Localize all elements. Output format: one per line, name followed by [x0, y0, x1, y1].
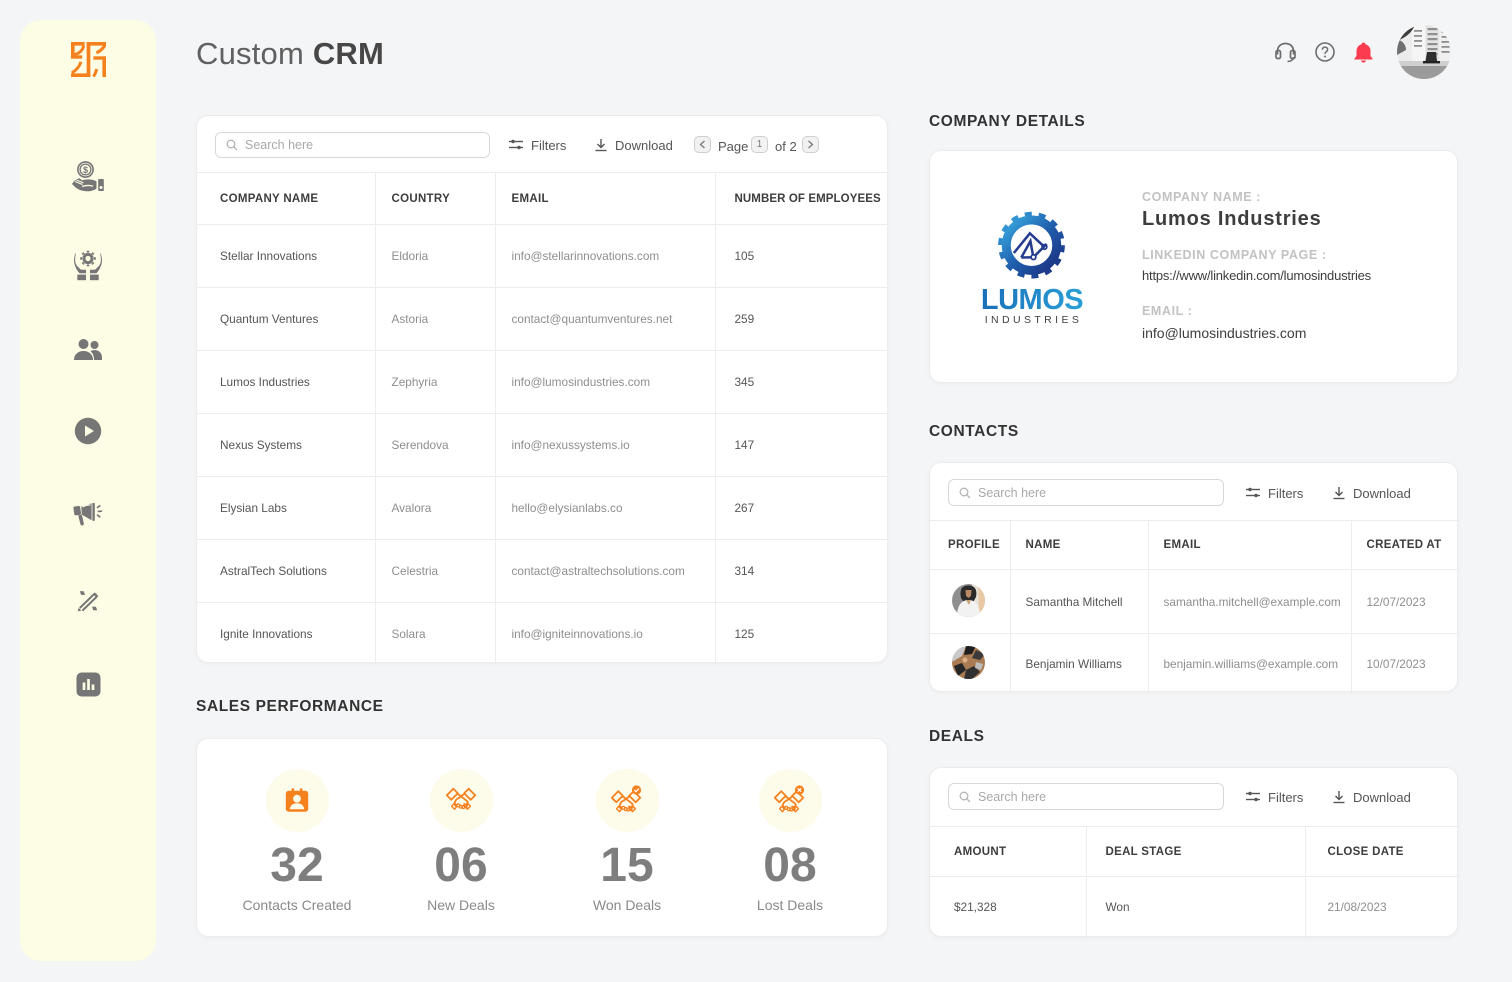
svg-text:LUMOS: LUMOS [981, 284, 1083, 316]
svg-text:$: $ [83, 165, 88, 175]
svg-text:INDUSTRIES: INDUSTRIES [985, 314, 1083, 326]
